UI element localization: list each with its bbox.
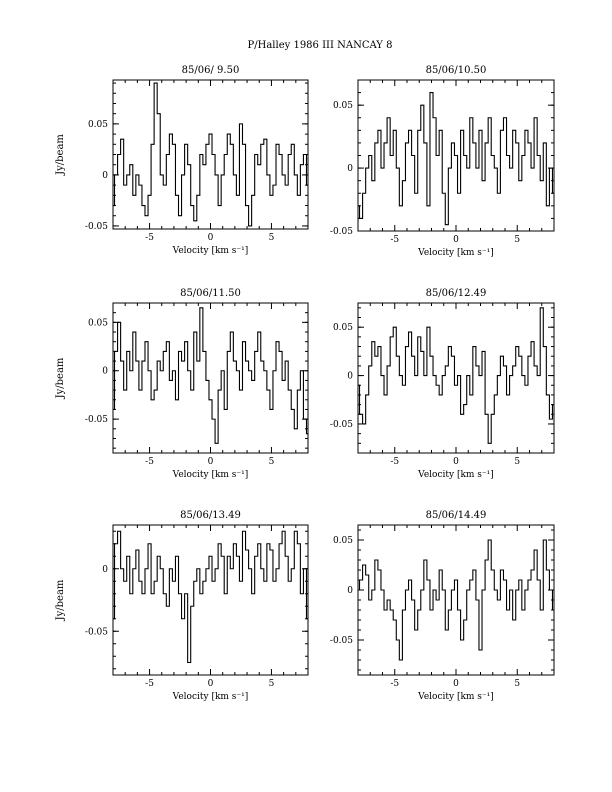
y-tick-label: 0.05	[333, 323, 353, 333]
panel-title: 85/06/10.50	[426, 65, 487, 76]
panel-title: 85/06/ 9.50	[182, 65, 240, 76]
page-title: P/Halley 1986 III NANCAY 8	[248, 40, 393, 51]
spectrum-line	[113, 530, 308, 664]
x-tick-label: -5	[390, 679, 399, 689]
x-tick-label: -5	[390, 235, 399, 245]
spectrum-line	[358, 539, 554, 661]
x-tick-label: 0	[208, 233, 214, 243]
x-axis-label: Velocity [km s⁻¹]	[172, 470, 249, 480]
y-tick-label: 0	[347, 586, 353, 596]
y-axis-label: Jy/beam	[55, 357, 66, 399]
y-tick-label: 0	[347, 372, 353, 382]
spectrum-line	[113, 82, 308, 227]
x-axis-label: Velocity [km s⁻¹]	[417, 248, 494, 258]
y-tick-label: 0.05	[88, 318, 108, 328]
spectrum-panel-5: 85/06/13.49 -5 0 5 -0.05 0 Velocity [km s⁻¹] Jy…	[55, 510, 309, 702]
x-tick-label: 0	[208, 679, 214, 689]
y-tick-label: 0	[347, 164, 353, 174]
panel-title: 85/06/14.49	[426, 510, 487, 521]
y-tick-label: 0.05	[88, 120, 108, 130]
spectrum-line	[358, 307, 554, 444]
x-tick-label: 5	[269, 457, 275, 467]
x-tick-label: 0	[453, 235, 459, 245]
x-tick-label: 5	[269, 233, 275, 243]
spectrum-line	[358, 92, 554, 226]
spectrum-panel-1: 85/06/ 9.50 -5 0 5 -0.05 0 0.05 Velocity [km s⁻…	[55, 65, 309, 256]
y-tick-label: -0.05	[330, 420, 353, 430]
spectrum-panel-2: 85/06/10.50 -5 0 5 -0.05 0 0.05 Velocity [km s⁻…	[330, 65, 555, 258]
x-tick-label: 0	[453, 457, 459, 467]
x-axis-label: Velocity [km s⁻¹]	[417, 470, 494, 480]
x-tick-label: 0	[208, 457, 214, 467]
y-tick-label: 0	[102, 171, 108, 181]
y-tick-label: 0.05	[333, 101, 353, 111]
y-tick-label: 0	[102, 367, 108, 377]
spectrum-panel-3: 85/06/11.50 -5 0 5 -0.05 0 0.05 Velocity [km s⁻…	[55, 288, 309, 480]
y-tick-label: -0.05	[85, 627, 108, 637]
y-tick-label: -0.05	[85, 415, 108, 425]
x-tick-label: -5	[145, 679, 154, 689]
x-axis-label: Velocity [km s⁻¹]	[172, 692, 249, 702]
x-tick-label: 5	[514, 235, 520, 245]
x-tick-label: 5	[514, 679, 520, 689]
x-axis-label: Velocity [km s⁻¹]	[417, 692, 494, 702]
x-tick-label: 5	[269, 679, 275, 689]
y-tick-label: 0.05	[333, 536, 353, 546]
y-tick-label: 0	[102, 565, 108, 575]
panel-title: 85/06/13.49	[180, 510, 241, 521]
x-tick-label: 5	[514, 457, 520, 467]
spectrum-panel-4: 85/06/12.49 -5 0 5 -0.05 0 0.05 Velocity [km s⁻…	[330, 288, 555, 480]
spectrum-panel-6: 85/06/14.49 -5 0 5 -0.05 0 0.05 Velocity [km s⁻…	[330, 510, 555, 702]
x-tick-label: -5	[390, 457, 399, 467]
x-tick-label: 0	[453, 679, 459, 689]
x-tick-label: -5	[145, 457, 154, 467]
y-tick-label: -0.05	[330, 636, 353, 646]
y-axis-label: Jy/beam	[55, 134, 66, 176]
panel-title: 85/06/11.50	[180, 288, 241, 299]
x-axis-label: Velocity [km s⁻¹]	[172, 246, 249, 256]
y-axis-label: Jy/beam	[55, 579, 66, 621]
panel-title: 85/06/12.49	[426, 288, 487, 299]
x-tick-label: -5	[145, 233, 154, 243]
y-tick-label: -0.05	[330, 227, 353, 237]
spectrum-line	[113, 307, 308, 444]
y-tick-label: -0.05	[85, 222, 108, 232]
